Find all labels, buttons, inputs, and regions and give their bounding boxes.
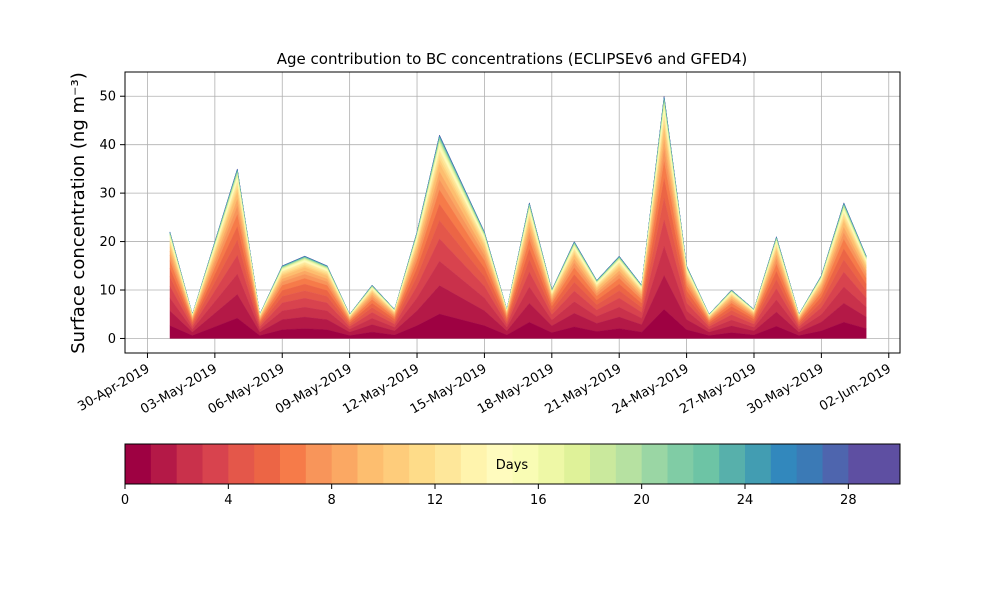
x-tick-label: 02-Jun-2019 xyxy=(817,361,894,414)
colorbar-tick-label: 16 xyxy=(530,493,547,508)
colorbar-cell xyxy=(460,444,488,484)
age-band-area xyxy=(169,309,867,339)
colorbar-cell xyxy=(615,444,643,484)
colorbar-cell xyxy=(641,444,668,484)
colorbar-cell xyxy=(435,444,462,484)
colorbar-frame xyxy=(124,443,901,485)
colorbar-cell xyxy=(848,444,875,484)
colorbar-cell xyxy=(254,444,281,484)
colorbar-cell xyxy=(357,444,384,484)
y-axis-label: Surface concentration (ng m⁻³) xyxy=(68,72,89,354)
colorbar-cell xyxy=(796,444,823,484)
chart-title: Age contribution to BC concentrations (E… xyxy=(277,50,748,68)
colorbar-tick-label: 12 xyxy=(427,493,444,508)
colorbar-cell xyxy=(280,444,307,484)
colorbar-cell xyxy=(719,444,746,484)
y-tick-label: 10 xyxy=(99,284,116,299)
colorbar-cell xyxy=(538,444,565,484)
colorbar-tick-label: 0 xyxy=(121,493,129,508)
colorbar-cell xyxy=(228,444,255,484)
plot-frame xyxy=(124,71,901,354)
colorbar-cell xyxy=(822,444,849,484)
colorbar-cell xyxy=(693,444,720,484)
colorbar-tick-label: 24 xyxy=(737,493,754,508)
y-tick-label: 0 xyxy=(108,332,116,347)
y-tick-label: 50 xyxy=(99,90,116,105)
colorbar-cell xyxy=(745,444,772,484)
colorbar-cells xyxy=(125,444,901,484)
colorbar-cell xyxy=(331,444,358,484)
x-axis: 30-Apr-201903-May-201906-May-201909-May-… xyxy=(75,353,894,417)
colorbar-cell xyxy=(667,444,694,484)
colorbar-tick-label: 28 xyxy=(840,493,857,508)
colorbar-tick-label: 8 xyxy=(328,493,336,508)
y-tick-label: 40 xyxy=(99,138,116,153)
colorbar-cell xyxy=(409,444,436,484)
colorbar-cell xyxy=(874,444,901,484)
y-axis: 0 10 20 30 40 50 xyxy=(99,90,125,347)
colorbar-cell xyxy=(486,444,513,484)
colorbar-label: Days xyxy=(496,458,529,473)
stacked-areas xyxy=(169,96,867,339)
colorbar-tick-label: 20 xyxy=(633,493,650,508)
plot-area: 0 10 20 30 40 50 30-Apr-201903-May-201906-May… xyxy=(75,71,901,417)
colorbar-cell xyxy=(564,444,591,484)
colorbar-cell xyxy=(150,444,178,484)
y-tick-label: 20 xyxy=(99,235,116,250)
colorbar: Days 0 4 8 12 16 20 24 28 xyxy=(121,443,901,508)
y-tick-label: 30 xyxy=(99,187,116,202)
colorbar-ticks: 0 4 8 12 16 20 24 28 xyxy=(121,484,857,508)
x-tick-label: 30-May-2019 xyxy=(745,361,827,417)
colorbar-cell xyxy=(202,444,229,484)
colorbar-tick-label: 4 xyxy=(224,493,232,508)
colorbar-cell xyxy=(125,444,152,484)
colorbar-cell xyxy=(305,444,333,484)
colorbar-cell xyxy=(176,444,203,484)
colorbar-cell xyxy=(383,444,410,484)
colorbar-cell xyxy=(770,444,798,484)
colorbar-cell xyxy=(590,444,617,484)
colorbar-cell xyxy=(512,444,539,484)
